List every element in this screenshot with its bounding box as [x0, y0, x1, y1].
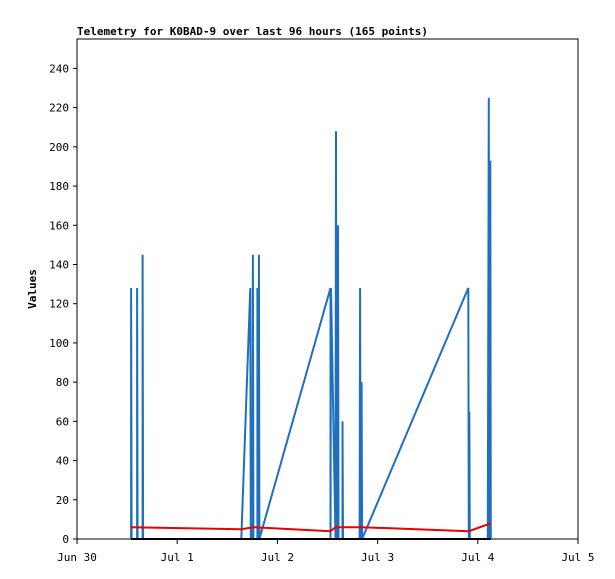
y-axis-label: Values — [26, 269, 39, 309]
y-tick-label: 60 — [56, 415, 69, 428]
y-tick-label: 140 — [49, 258, 69, 271]
x-tick-label: Jun 30 — [57, 551, 97, 564]
y-tick-label: 180 — [49, 180, 69, 193]
y-axis-ticks: 0 20 40 60 80 100 120 140 160 180 200 220 240 — [49, 62, 77, 546]
y-tick-label: 120 — [49, 298, 69, 311]
y-tick-label: 80 — [56, 376, 69, 389]
x-tick-label: Jul 4 — [461, 551, 494, 564]
series-line-1 — [131, 522, 492, 533]
x-tick-label: Jul 3 — [361, 551, 394, 564]
y-tick-label: 100 — [49, 337, 69, 350]
y-tick-label: 40 — [56, 455, 69, 468]
y-tick-label: 20 — [56, 494, 69, 507]
y-tick-label: 220 — [49, 102, 69, 115]
x-tick-label: Jul 1 — [161, 551, 194, 564]
y-tick-label: 160 — [49, 219, 69, 232]
x-tick-label: Jul 5 — [561, 551, 594, 564]
plot-frame — [76, 38, 579, 540]
x-axis-ticks: Jun 30 Jul 1 Jul 2 Jul 3 Jul 4 Jul 5 — [57, 539, 595, 564]
x-tick-label: Jul 2 — [261, 551, 294, 564]
chart-title: Telemetry for K0BAD-9 over last 96 hours… — [77, 25, 428, 38]
y-tick-label: 200 — [49, 141, 69, 154]
y-tick-label: 0 — [62, 533, 69, 546]
y-tick-label: 240 — [49, 62, 69, 75]
series-layer — [130, 97, 492, 540]
series-line-0 — [130, 97, 492, 540]
